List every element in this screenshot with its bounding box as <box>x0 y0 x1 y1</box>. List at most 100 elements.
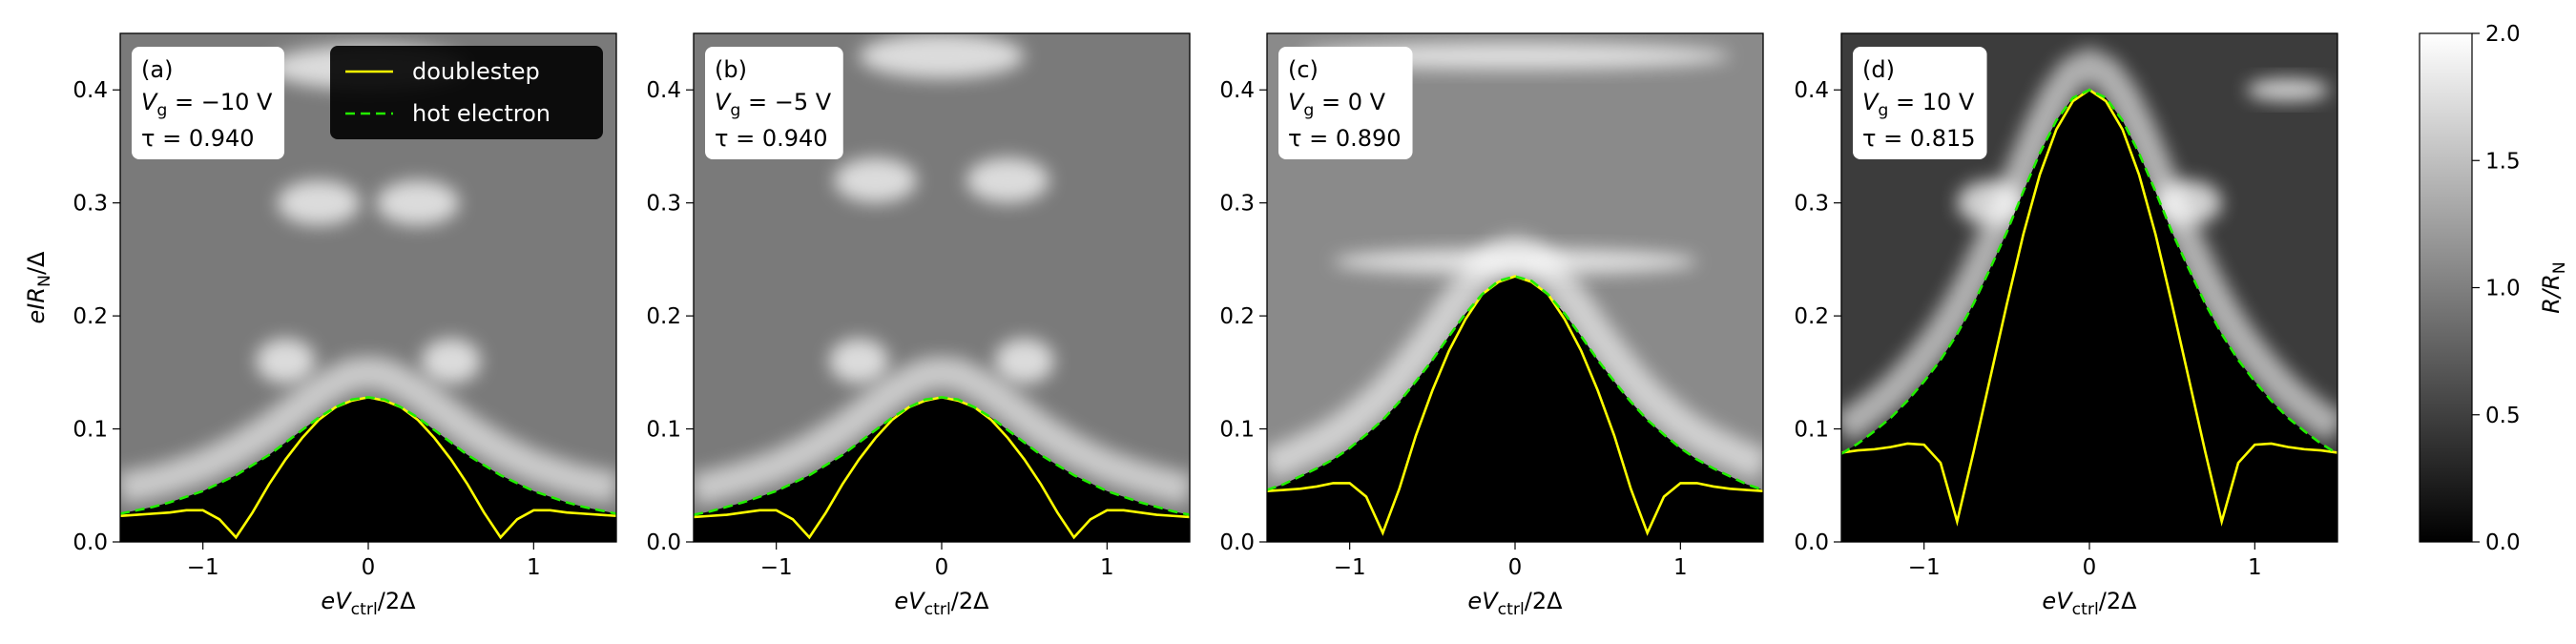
x-axis-label: eVctrl/2Δ <box>1467 588 1563 619</box>
subscript: g <box>1878 101 1888 120</box>
annotation-text: Vg = −5 V <box>715 89 832 120</box>
x-tick-label: 1 <box>1673 555 1688 580</box>
heatmap-feature <box>829 338 889 384</box>
y-tick-label: 0.3 <box>73 192 108 217</box>
annotation-box <box>132 47 285 159</box>
legend-label: doublestep <box>412 58 540 85</box>
y-tick-label: 0.2 <box>73 304 108 329</box>
annotation-text: τ = 0.890 <box>1288 125 1402 152</box>
x-tick-label: 0 <box>2083 555 2097 580</box>
y-tick-label: 1.5 <box>2485 149 2521 174</box>
x-tick-label: −1 <box>1334 555 1366 580</box>
y-axis-label: eIRN/Δ <box>23 251 54 324</box>
annotation-text: (a) <box>141 56 173 83</box>
text-part: /Δ <box>23 251 50 275</box>
y-tick-label: 0.4 <box>73 78 108 103</box>
annotation-box <box>705 47 843 159</box>
x-axis-label: eVctrl/2Δ <box>894 588 989 619</box>
dark-region <box>694 397 1190 542</box>
text-part: V <box>141 89 158 115</box>
text-part: V <box>1288 89 1305 115</box>
series-line <box>1841 88 2337 455</box>
heatmap-feature <box>966 157 1049 203</box>
subscript: ctrl <box>1498 600 1525 619</box>
heatmap-feature <box>2246 78 2330 102</box>
x-tick-label: −1 <box>1908 555 1941 580</box>
dark-region <box>120 397 616 542</box>
heatmap-feature <box>859 33 1025 79</box>
y-tick-label: 0.1 <box>1794 418 1829 443</box>
heatmap-feature <box>834 157 918 203</box>
text-part: = −10 V <box>167 89 273 115</box>
y-tick-label: 0.2 <box>1794 304 1829 329</box>
text-part: /2Δ <box>378 588 416 614</box>
annotation-text: τ = 0.940 <box>141 125 255 152</box>
plot-area <box>1841 33 2337 542</box>
text-part: eV <box>1467 588 1499 614</box>
y-tick-label: 0.1 <box>646 418 681 443</box>
y-tick-label: 0.0 <box>1794 530 1829 555</box>
x-tick-label: 1 <box>2248 555 2262 580</box>
annotation-text: Vg = 10 V <box>1862 89 1975 120</box>
x-axis-label: eVctrl/2Δ <box>2042 588 2137 619</box>
annotation-text: (b) <box>715 56 747 83</box>
annotation-text: Vg = 0 V <box>1288 89 1386 120</box>
dark-region <box>1267 276 1763 542</box>
text-part: V <box>1862 89 1880 115</box>
y-tick-label: 2.0 <box>2485 22 2521 47</box>
heatmap-feature <box>421 338 481 384</box>
annotation-text: τ = 0.940 <box>715 125 828 152</box>
y-tick-label: 0.4 <box>1794 78 1829 103</box>
text-part: eV <box>894 588 925 614</box>
annotation-text: (c) <box>1288 56 1319 83</box>
annotation-text: τ = 0.815 <box>1862 125 1976 152</box>
annotation-box <box>1278 47 1413 159</box>
text-part: /2Δ <box>1525 588 1563 614</box>
text-part: /2Δ <box>951 588 989 614</box>
legend-label: hot electron <box>412 100 551 127</box>
y-tick-label: 0.3 <box>1219 192 1255 217</box>
y-tick-label: 0.1 <box>1219 418 1255 443</box>
series-line <box>120 396 616 515</box>
y-tick-label: 0.5 <box>2485 404 2521 428</box>
annotation-box <box>1853 47 1987 159</box>
heatmap-feature <box>256 338 316 384</box>
subscript: N <box>2550 261 2569 274</box>
dark-region <box>1841 90 2337 542</box>
y-tick-label: 0.0 <box>1219 530 1255 555</box>
text-part: = 10 V <box>1888 89 1975 115</box>
subscript: ctrl <box>351 600 378 619</box>
x-tick-label: 1 <box>527 555 541 580</box>
annotation-text: Vg = −10 V <box>141 89 273 120</box>
subscript: ctrl <box>924 600 951 619</box>
bright-band <box>1267 235 1763 481</box>
series-line <box>1267 275 1763 536</box>
x-tick-label: −1 <box>187 555 219 580</box>
colorbar <box>2419 32 2473 543</box>
colorbar-label: R/RN <box>2538 261 2569 313</box>
bright-band <box>1841 47 2337 444</box>
text-part: eV <box>321 588 352 614</box>
y-tick-label: 0.1 <box>73 418 108 443</box>
legend-box <box>330 46 603 139</box>
y-tick-label: 0.0 <box>73 530 108 555</box>
y-tick-label: 0.3 <box>1794 192 1829 217</box>
y-tick-label: 0.2 <box>1219 304 1255 329</box>
text-part: /2Δ <box>2099 588 2137 614</box>
bright-band <box>694 356 1190 507</box>
text-part: = −5 V <box>740 89 831 115</box>
heatmap-feature <box>277 179 361 226</box>
subscript: N <box>35 275 54 287</box>
x-tick-label: 1 <box>1100 555 1114 580</box>
bright-band <box>120 356 616 506</box>
y-tick-label: 0.0 <box>2485 530 2521 555</box>
y-tick-label: 0.2 <box>646 304 681 329</box>
y-tick-label: 1.0 <box>2485 277 2521 301</box>
x-axis-label: eVctrl/2Δ <box>321 588 416 619</box>
text-part: = 0 V <box>1314 89 1385 115</box>
x-tick-label: −1 <box>760 555 793 580</box>
y-tick-label: 0.3 <box>646 192 681 217</box>
x-tick-label: 0 <box>935 555 949 580</box>
